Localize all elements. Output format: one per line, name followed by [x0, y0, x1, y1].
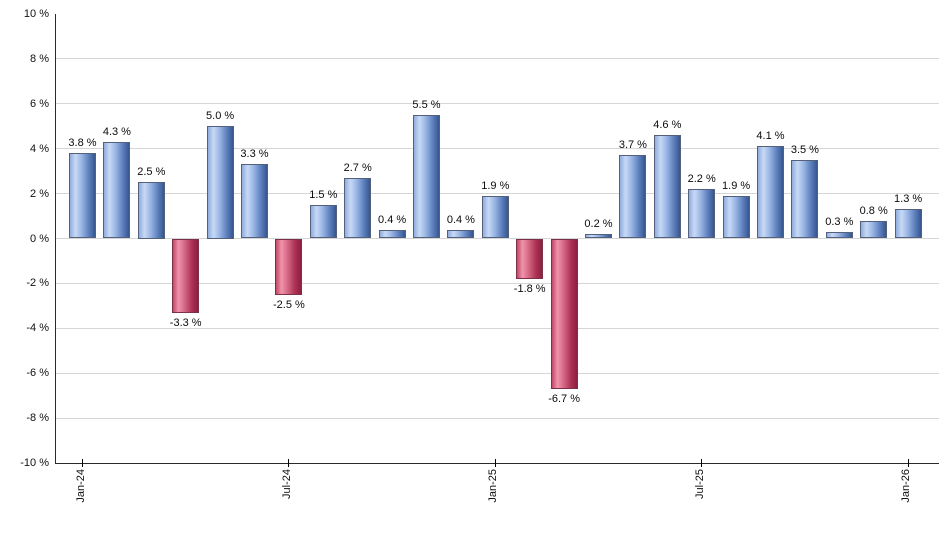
bar-value-label: 3.7 % — [618, 139, 647, 152]
bar-value-label: 0.4 % — [378, 213, 407, 226]
x-axis-label: Jul-25 — [693, 469, 706, 499]
y-axis-label: -10 % — [20, 457, 49, 469]
positive-bar — [894, 209, 922, 239]
bar-value-label: 1.9 % — [722, 179, 751, 192]
positive-bar — [413, 115, 440, 239]
y-axis-label: -4 % — [26, 322, 49, 335]
bar-value-label: 3.3 % — [240, 148, 269, 161]
positive-bar — [481, 195, 509, 239]
bar-value-label: 0.3 % — [825, 215, 854, 228]
bar-value-label: 3.8 % — [68, 137, 97, 150]
y-axis-label: 8 % — [30, 52, 49, 65]
x-axis-label: Jan-25 — [487, 469, 500, 503]
bar-value-label: -1.8 % — [513, 282, 546, 295]
y-axis-label: -2 % — [26, 277, 49, 290]
y-axis-label: 2 % — [30, 187, 49, 200]
gridline — [56, 103, 939, 105]
bar-value-label: 1.5 % — [309, 188, 338, 201]
positive-bar — [722, 195, 750, 239]
x-axis-tick — [494, 459, 496, 467]
gridline — [56, 282, 939, 284]
negative-bar — [550, 238, 578, 389]
y-axis-label: 0 % — [30, 232, 49, 245]
positive-bar — [206, 126, 234, 239]
positive-bar — [137, 182, 165, 239]
bar-value-label: 1.9 % — [481, 179, 510, 192]
y-axis-label: 4 % — [30, 142, 49, 155]
bar-value-label: 4.3 % — [102, 125, 131, 138]
bar-value-label: 2.7 % — [343, 161, 372, 174]
y-axis-label: 10 % — [23, 8, 49, 20]
positive-bar — [860, 220, 888, 239]
bar-value-label: 4.1 % — [756, 130, 785, 143]
bar-value-label: 0.8 % — [859, 204, 888, 217]
positive-bar — [69, 153, 96, 239]
bar-value-label: -3.3 % — [169, 316, 202, 329]
bar-value-label: 3.5 % — [790, 143, 819, 156]
positive-bar — [653, 135, 681, 239]
bar-value-label: 1.3 % — [894, 193, 923, 206]
positive-bar — [447, 229, 475, 239]
positive-bar — [103, 141, 131, 239]
x-axis-label: Jul-24 — [280, 469, 293, 499]
positive-bar — [688, 189, 716, 239]
plot-area: 3.8 % 4.3 % 2.5 % -3.3 % 5.0 % 3.3 % -2.5 % 1.5… — [55, 14, 939, 503]
negative-bar — [516, 238, 544, 279]
positive-bar — [757, 146, 784, 239]
negative-bar — [275, 238, 303, 295]
gridline — [56, 372, 939, 374]
gridline — [56, 193, 939, 195]
y-axis-label: -6 % — [26, 367, 49, 380]
positive-bar — [378, 229, 406, 239]
positive-bar — [344, 177, 372, 239]
bar-value-label: -6.7 % — [548, 392, 580, 405]
positive-bar — [619, 155, 647, 239]
gridline — [56, 327, 939, 329]
bar-value-label: 4.6 % — [653, 119, 682, 132]
positive-bar — [241, 164, 268, 239]
gridline — [56, 148, 939, 150]
bar-value-label: 5.0 % — [206, 110, 235, 123]
bar-value-label: 0.4 % — [446, 213, 475, 226]
y-axis-label: 6 % — [30, 97, 49, 110]
x-axis-tick — [82, 459, 83, 467]
negative-bar — [172, 238, 200, 313]
y-axis-label: -8 % — [26, 412, 49, 425]
x-axis-tick — [288, 459, 290, 467]
bar-value-label: 0.2 % — [584, 218, 613, 230]
bar-value-label: 5.5 % — [412, 99, 441, 112]
gridline — [56, 417, 939, 419]
x-axis-tick — [701, 459, 703, 467]
positive-bar — [309, 204, 337, 239]
positive-bar — [825, 231, 853, 239]
bar-value-label: 2.5 % — [137, 166, 166, 179]
positive-bar — [585, 234, 612, 239]
positive-bar — [791, 159, 819, 239]
gridline — [56, 238, 939, 239]
x-axis-label: Jan-24 — [74, 469, 87, 503]
bar-value-label: -2.5 % — [272, 298, 305, 311]
bar-value-label: 2.2 % — [687, 173, 716, 186]
gridline — [56, 58, 939, 60]
x-axis-label: Jan-26 — [900, 469, 913, 503]
x-axis-tick — [907, 459, 909, 467]
